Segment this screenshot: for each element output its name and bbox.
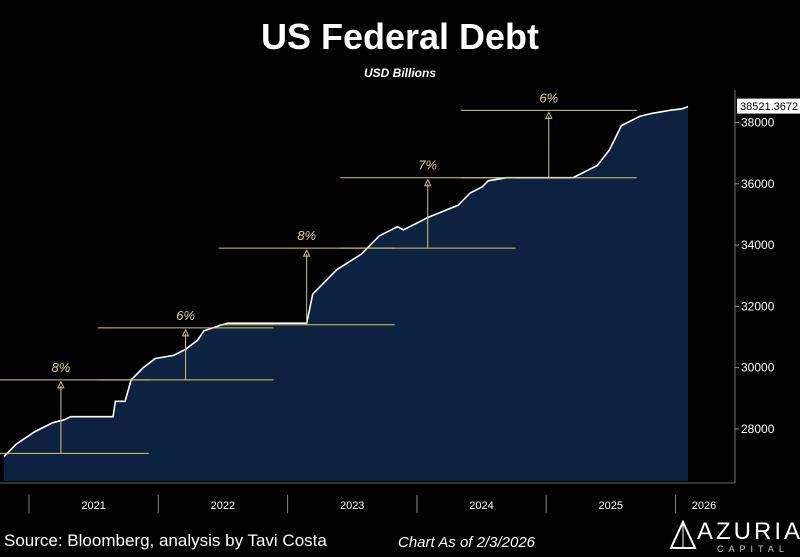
growth-arrowhead-3 [423, 178, 432, 187]
debt-area [4, 106, 688, 481]
growth-label-0: 8% [52, 360, 71, 375]
growth-label-4: 6% [539, 90, 558, 105]
growth-label-3: 7% [418, 158, 437, 173]
growth-label-2: 8% [297, 228, 316, 243]
brand-name: AZURIA [697, 518, 800, 545]
x-tick-label-2023: 2023 [340, 500, 364, 512]
chart-subtitle: USD Billions [363, 66, 436, 80]
y-tick-label-3: 34000 [741, 238, 775, 252]
x-tick-label-2022: 2022 [211, 500, 235, 512]
last-value-box [737, 98, 800, 114]
y-tick-label-4: 36000 [741, 177, 775, 191]
y-tick-label-0: 28000 [741, 422, 775, 436]
y-tick-label-5: 38000 [741, 116, 775, 130]
y-tick-label-1: 30000 [741, 361, 775, 375]
last-value-label: 38521.3672 [740, 101, 798, 113]
growth-arrowhead-4 [544, 111, 553, 119]
growth-label-1: 6% [176, 308, 195, 323]
chart-title: US Federal Debt [260, 16, 540, 57]
x-tick-label-2021: 2021 [81, 500, 105, 512]
as-of-date: Chart As of 2/3/2026 [398, 534, 536, 551]
growth-arrowhead-1 [181, 328, 190, 337]
azuria-mark-icon [669, 520, 697, 549]
growth-arrowhead-0 [57, 380, 65, 389]
y-tick-label-2: 32000 [741, 299, 775, 313]
growth-arrowhead-2 [302, 249, 311, 257]
x-tick-label-2026: 2026 [692, 500, 716, 512]
azuria-logo: AZURIA CAPITAL [667, 516, 800, 556]
x-tick-label-2024: 2024 [469, 500, 493, 512]
debt-line [3, 105, 689, 458]
source-note: Source: Bloomberg, analysis by Tavi Cost… [4, 531, 327, 550]
brand-sub: CAPITAL [717, 544, 789, 554]
x-tick-label-2025: 2025 [599, 500, 623, 512]
